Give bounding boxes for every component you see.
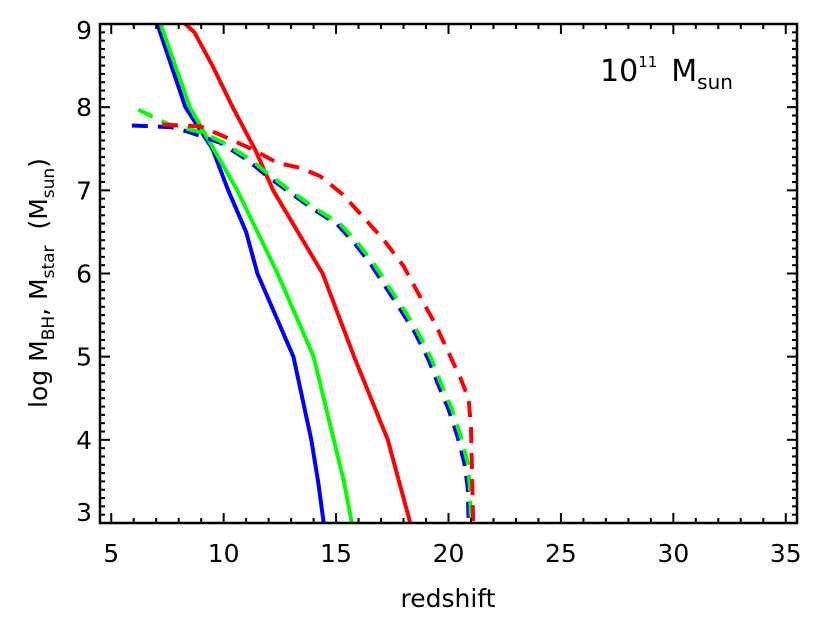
y-tick-label: 5 xyxy=(76,343,92,372)
series-line-dashed-4 xyxy=(137,107,473,524)
x-tick-label: 10 xyxy=(208,539,240,568)
y-tick-label: 9 xyxy=(76,16,92,45)
y-tick-label: 8 xyxy=(76,93,92,122)
x-tick-label: 30 xyxy=(657,539,689,568)
x-tick-label: 5 xyxy=(103,539,119,568)
x-tick-label: 15 xyxy=(320,539,352,568)
y-tick-label: 4 xyxy=(76,426,92,455)
y-tick-label: 3 xyxy=(76,498,92,527)
ticks xyxy=(100,23,797,524)
x-tick-label: 20 xyxy=(433,539,465,568)
series-line-dashed-3 xyxy=(131,123,471,524)
tick-labels: 5 10 15 20 25 30 35 3 4 5 6 7 8 9 xyxy=(76,16,802,568)
series-line-solid-2 xyxy=(184,22,413,524)
mass-annotation: 1011 Msun xyxy=(600,53,733,94)
series-line-solid-1 xyxy=(158,23,354,524)
y-axis-label: log MBH, Mstar (Msun) xyxy=(24,158,59,408)
series-line-dashed-5 xyxy=(162,122,476,524)
x-axis-label: redshift xyxy=(401,584,496,613)
curves xyxy=(131,22,476,524)
y-tick-label: 6 xyxy=(76,260,92,289)
y-tick-label: 7 xyxy=(76,176,92,205)
plot-frame xyxy=(98,22,799,525)
x-tick-label: 25 xyxy=(545,539,577,568)
x-tick-label: 35 xyxy=(770,539,802,568)
series-line-solid-0 xyxy=(155,23,326,524)
